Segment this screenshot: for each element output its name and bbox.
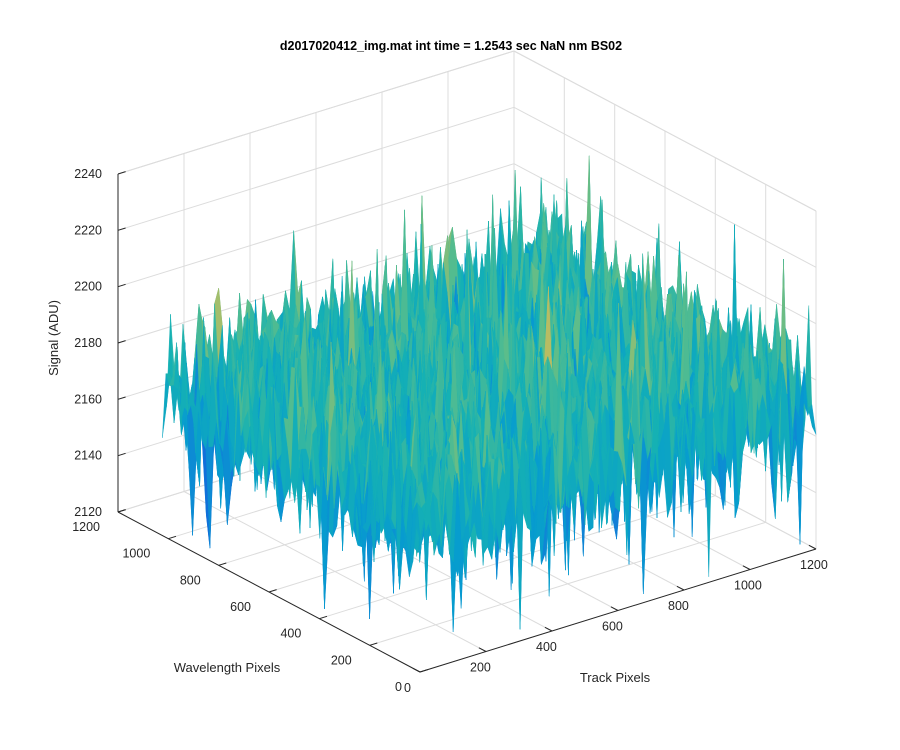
side-wall-gridline <box>513 163 817 325</box>
back-wall-gridline <box>117 219 515 344</box>
surface-mesh <box>162 155 817 633</box>
back-wall-gridline <box>117 106 515 231</box>
box-edge <box>117 50 515 175</box>
floor-gridline <box>369 521 766 646</box>
box-edge <box>513 50 817 212</box>
back-wall-gridline <box>117 163 515 288</box>
side-wall-gridline <box>513 106 817 268</box>
floor-gridline <box>319 495 716 620</box>
